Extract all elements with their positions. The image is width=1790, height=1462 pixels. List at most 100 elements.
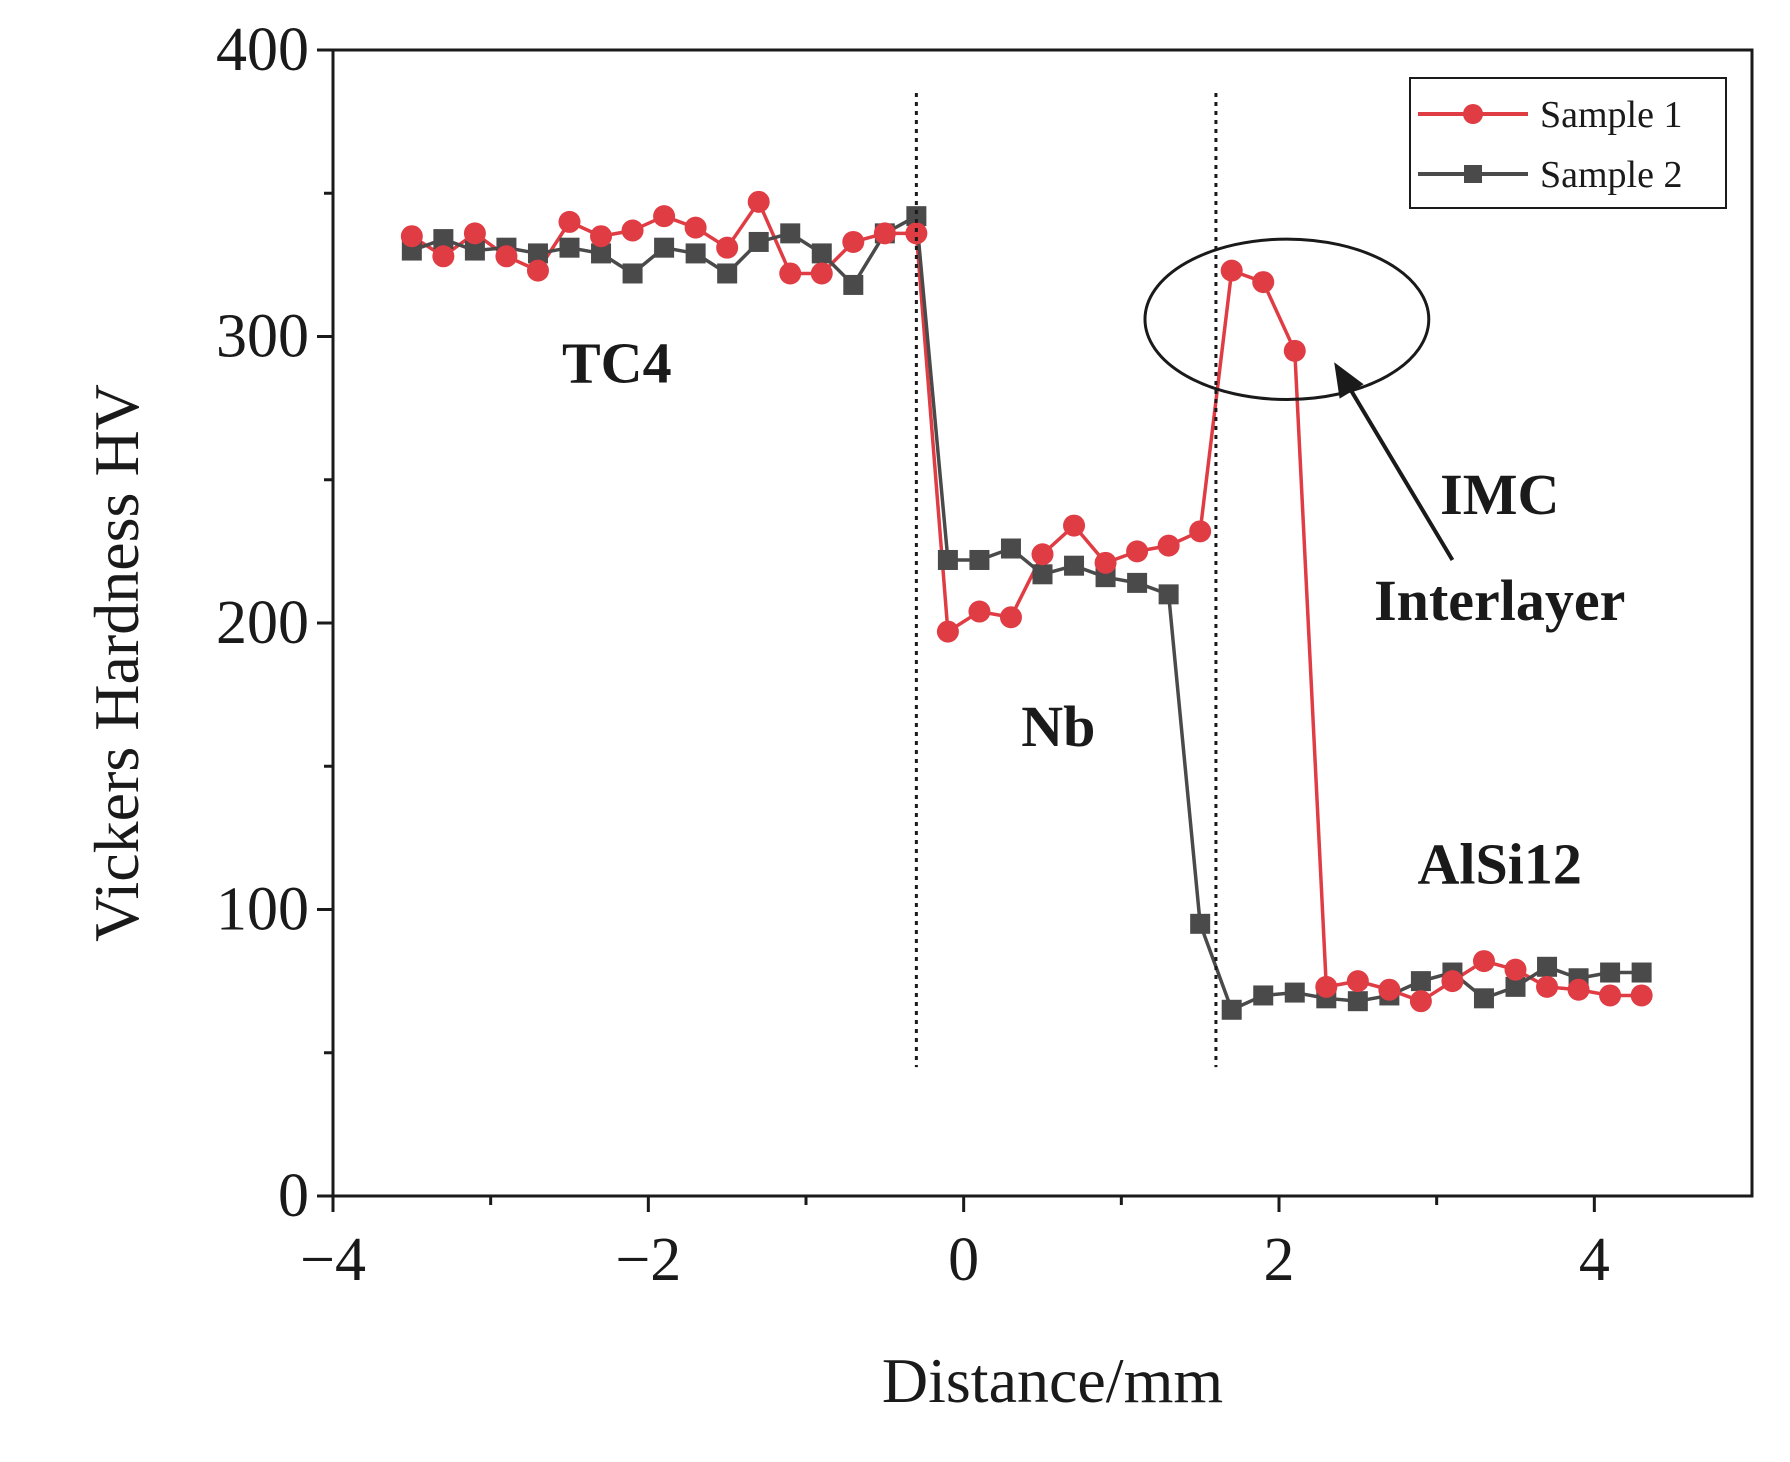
data-point-sample-2 <box>654 237 675 258</box>
data-point-sample-1 <box>684 216 707 239</box>
data-point-sample-1 <box>1504 958 1527 981</box>
data-point-sample-1 <box>1126 540 1149 563</box>
series-markers <box>400 190 1653 1020</box>
legend-label-sample-1: Sample 1 <box>1540 94 1682 136</box>
data-point-sample-2 <box>969 549 990 570</box>
series-line-sample-1 <box>410 200 1642 1003</box>
data-point-sample-1 <box>716 236 739 259</box>
data-point-sample-2 <box>622 263 643 284</box>
data-point-sample-1 <box>968 600 991 623</box>
region-label-tc4: TC4 <box>562 330 672 395</box>
data-point-sample-1 <box>905 222 928 245</box>
data-point-sample-1 <box>432 245 455 268</box>
data-point-sample-1 <box>1441 970 1464 993</box>
data-point-sample-1 <box>1378 978 1401 1001</box>
imc-highlight-ellipse <box>1143 237 1431 402</box>
data-point-sample-2 <box>906 206 927 227</box>
region-label-nb: Nb <box>1021 694 1095 759</box>
data-point-sample-2 <box>1600 962 1621 983</box>
data-point-sample-1 <box>1189 520 1212 543</box>
x-tick-label: 0 <box>948 1226 979 1294</box>
legend-label-sample-2: Sample 2 <box>1540 154 1682 196</box>
data-point-sample-2 <box>685 243 706 264</box>
y-tick-label: 300 <box>216 303 309 371</box>
y-tick-label: 0 <box>278 1162 309 1230</box>
arrow-shaft <box>1349 390 1455 561</box>
data-point-sample-1 <box>1252 271 1275 294</box>
data-point-sample-1 <box>1472 950 1495 973</box>
data-point-sample-2 <box>433 229 454 250</box>
data-point-sample-1 <box>747 190 770 213</box>
data-point-sample-2 <box>1190 913 1211 934</box>
data-point-sample-1 <box>400 225 423 248</box>
data-point-sample-2 <box>464 240 485 261</box>
data-point-sample-1 <box>463 222 486 245</box>
y-tick-label: 400 <box>216 16 309 84</box>
data-point-sample-2 <box>559 237 580 258</box>
data-point-sample-1 <box>1599 984 1622 1007</box>
data-point-sample-2 <box>1032 564 1053 585</box>
data-point-sample-1 <box>558 210 581 233</box>
data-point-sample-1 <box>1315 975 1338 998</box>
data-point-sample-2 <box>1000 538 1021 559</box>
data-point-sample-1 <box>1630 984 1653 1007</box>
y-tick-label: 100 <box>216 876 309 944</box>
phase-boundaries <box>914 92 1218 1068</box>
data-point-sample-1 <box>526 259 549 282</box>
data-point-sample-2 <box>717 263 738 284</box>
axis-ticks <box>317 48 1596 1212</box>
legend-marker-sample-1 <box>1463 104 1483 124</box>
data-point-sample-1 <box>1220 259 1243 282</box>
data-point-sample-1 <box>653 205 676 228</box>
y-axis-title: Vickers Hardness HV <box>81 384 152 942</box>
data-point-sample-1 <box>495 245 518 268</box>
data-point-sample-1 <box>590 225 613 248</box>
region-label-alsi12: AlSi12 <box>1418 832 1582 897</box>
data-point-sample-1 <box>936 620 959 643</box>
data-point-sample-2 <box>1410 971 1431 992</box>
data-point-sample-2 <box>527 243 548 264</box>
data-point-sample-2 <box>1127 572 1148 593</box>
series-line-sample-2 <box>411 214 1642 1012</box>
x-tick-label: −2 <box>615 1226 681 1294</box>
data-point-sample-1 <box>1536 975 1559 998</box>
data-point-sample-1 <box>842 230 865 253</box>
series-lines <box>410 200 1642 1012</box>
data-point-sample-2 <box>1631 962 1652 983</box>
data-point-sample-2 <box>1473 988 1494 1009</box>
x-tick-label: 2 <box>1264 1226 1295 1294</box>
data-point-sample-2 <box>780 223 801 244</box>
imc-pointer-arrow <box>1334 362 1455 561</box>
data-point-sample-1 <box>1283 339 1306 362</box>
x-axis-title: Distance/mm <box>882 1345 1223 1416</box>
arrow-head <box>1334 362 1364 399</box>
data-point-sample-2 <box>748 231 769 252</box>
data-point-sample-2 <box>1537 956 1558 977</box>
region-label-interlayer: Interlayer <box>1374 568 1625 633</box>
data-point-sample-1 <box>999 606 1022 629</box>
data-point-sample-1 <box>873 222 896 245</box>
data-point-sample-1 <box>1063 514 1086 537</box>
data-point-sample-1 <box>779 262 802 285</box>
data-point-sample-1 <box>1409 990 1432 1013</box>
data-point-sample-2 <box>1158 584 1179 605</box>
x-tick-label: 4 <box>1579 1226 1610 1294</box>
data-point-sample-2 <box>591 243 612 264</box>
data-point-sample-2 <box>1253 985 1274 1006</box>
x-tick-label: −4 <box>300 1226 366 1294</box>
data-point-sample-2 <box>1064 555 1085 576</box>
data-point-sample-1 <box>1346 970 1369 993</box>
data-point-sample-2 <box>1284 982 1305 1003</box>
legend-marker-sample-2 <box>1464 165 1482 183</box>
data-point-sample-2 <box>1221 999 1242 1020</box>
data-point-sample-1 <box>1031 543 1054 566</box>
data-point-sample-1 <box>1094 551 1117 574</box>
data-point-sample-1 <box>1567 978 1590 1001</box>
data-point-sample-1 <box>810 262 833 285</box>
data-point-sample-2 <box>1347 991 1368 1012</box>
data-point-sample-2 <box>1505 976 1526 997</box>
axis-tick-labels: −4 −2 0 2 4 0 100 200 300 400 <box>216 16 1610 1294</box>
legend-box <box>1409 77 1727 209</box>
data-point-sample-2 <box>937 549 958 570</box>
